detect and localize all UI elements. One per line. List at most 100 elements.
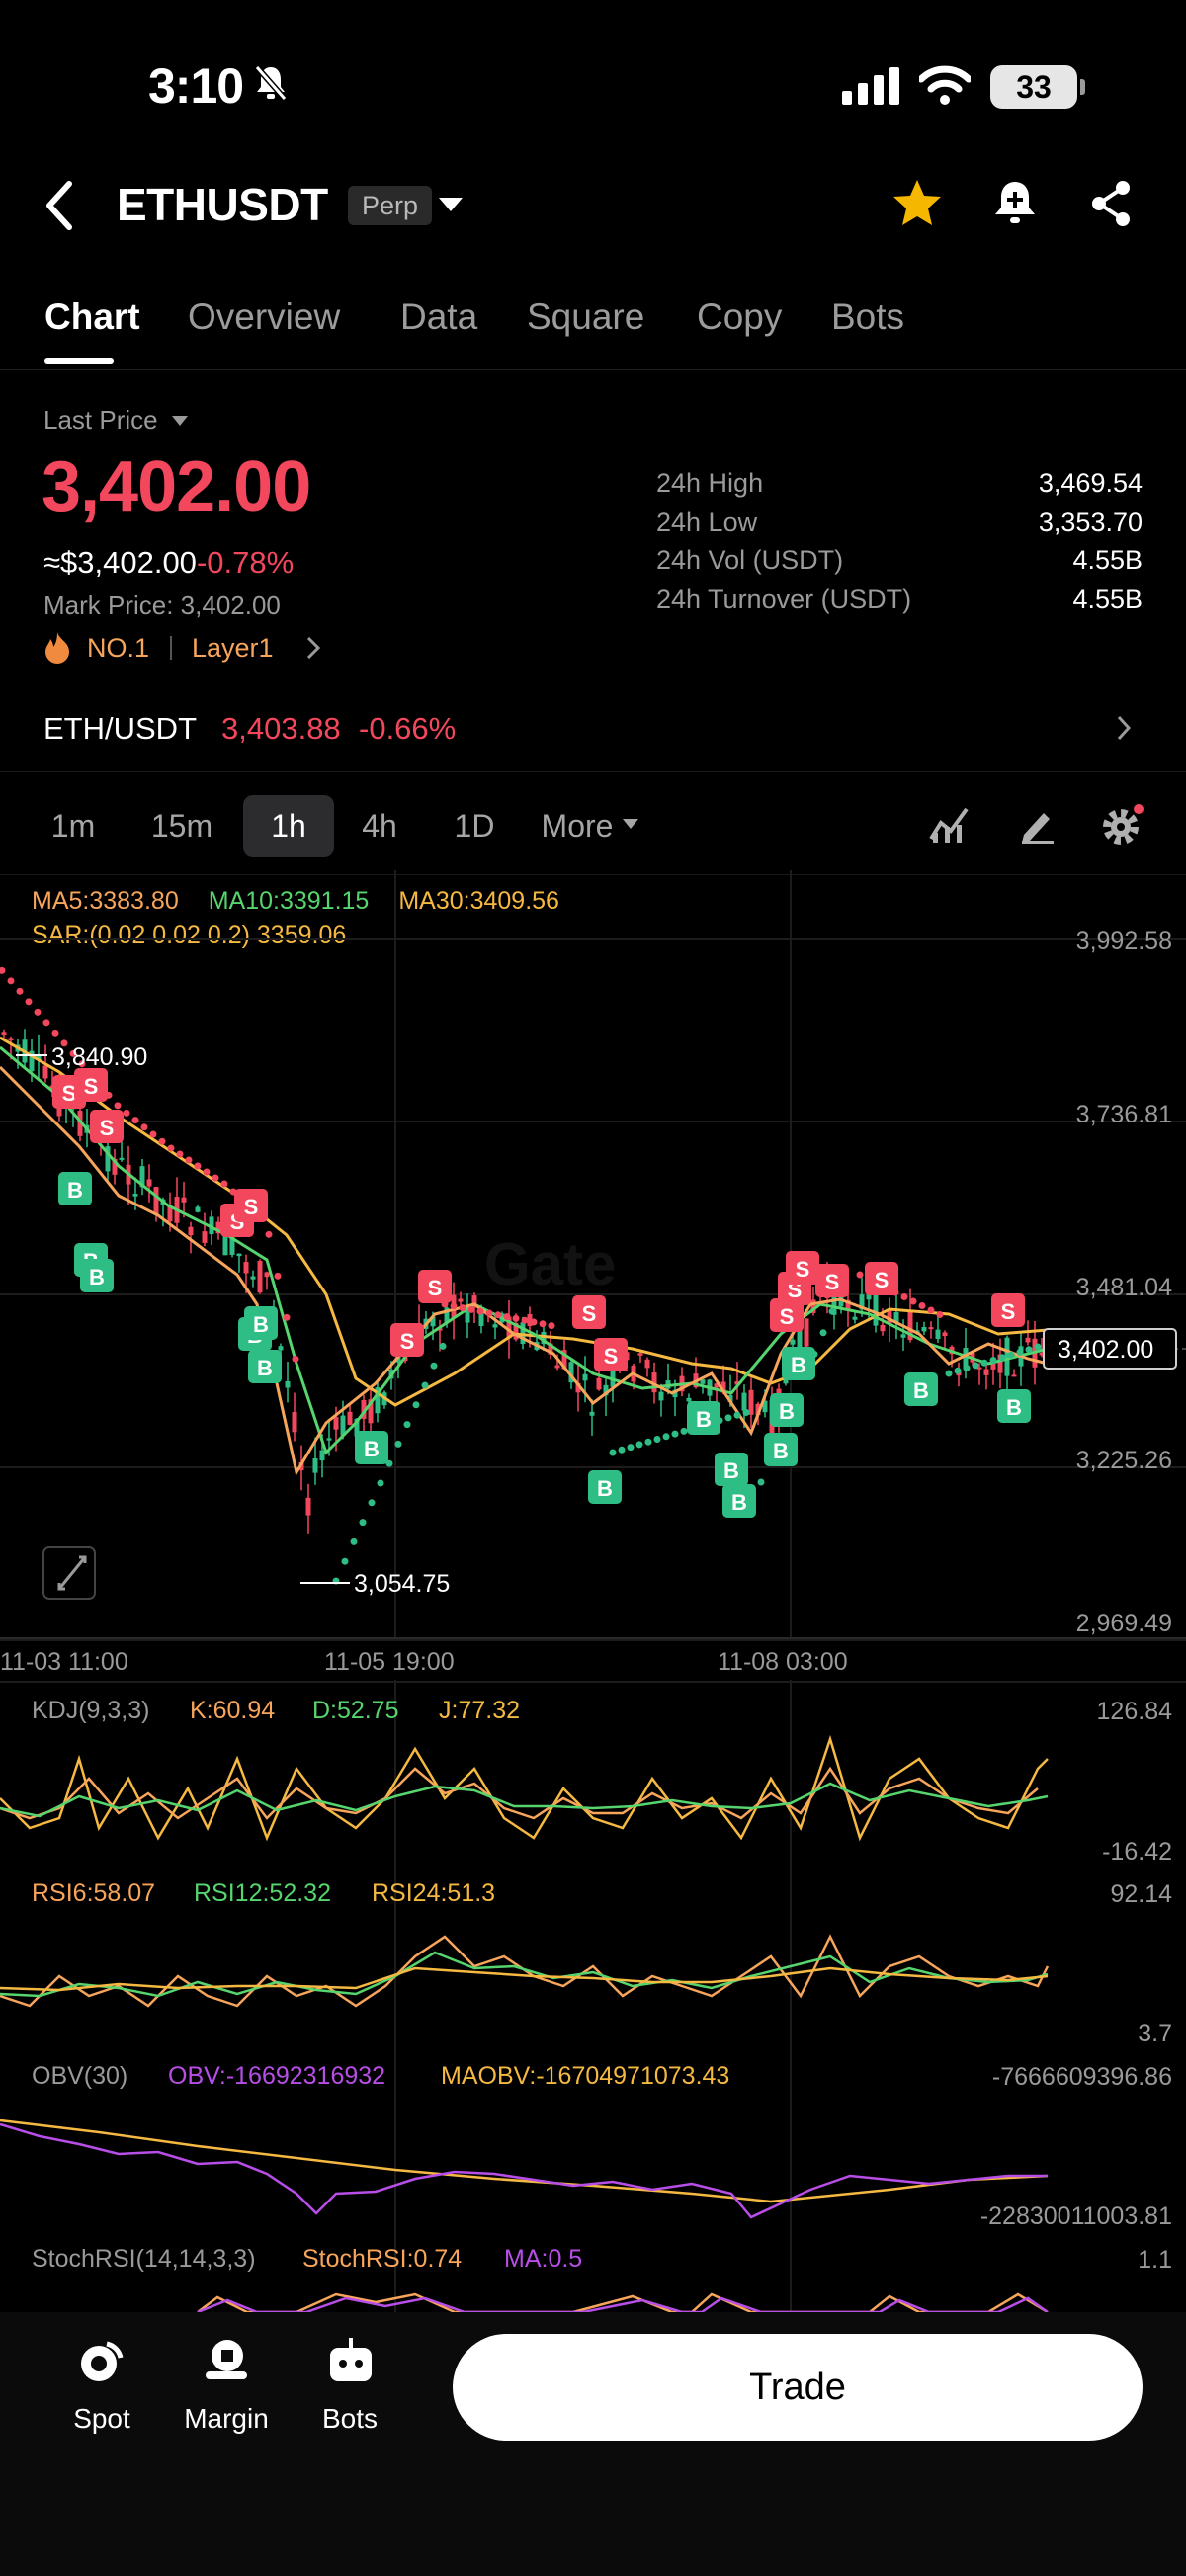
back-icon[interactable]	[42, 180, 77, 231]
candle-body	[893, 1312, 899, 1323]
sar-dot	[377, 1479, 384, 1487]
last-price-label[interactable]: Last Price	[43, 405, 158, 435]
drawing-pen-icon[interactable]	[1018, 805, 1058, 845]
interval-15m[interactable]: 15m	[150, 808, 213, 844]
sar-dot	[521, 1316, 529, 1324]
tab-square[interactable]: Square	[527, 296, 645, 337]
symbol-title[interactable]: ETHUSDT	[117, 179, 328, 230]
svg-text:B: B	[773, 1439, 789, 1463]
buy-marker: B	[715, 1453, 748, 1486]
candle-body	[458, 1298, 464, 1302]
sar-dot	[1007, 1351, 1015, 1359]
sar-dot	[512, 1314, 520, 1322]
sell-marker: S	[418, 1270, 452, 1303]
sar-dot	[149, 1130, 157, 1138]
bots-icon[interactable]	[326, 2338, 376, 2385]
chart-settings-icon[interactable]	[1101, 803, 1144, 847]
interval-more[interactable]: More	[541, 808, 614, 844]
nav-bots-label[interactable]: Bots	[321, 2403, 379, 2434]
nav-margin-label[interactable]: Margin	[184, 2403, 269, 2434]
sar-dot	[203, 1168, 211, 1176]
svg-text:B: B	[597, 1476, 613, 1501]
candle-body	[209, 1216, 214, 1235]
svg-text:S: S	[62, 1081, 77, 1106]
svg-text:B: B	[779, 1399, 795, 1424]
sar-dot	[653, 1436, 661, 1443]
sar-dot	[220, 1180, 228, 1188]
margin-icon[interactable]	[202, 2338, 251, 2385]
candle-body	[437, 1328, 443, 1331]
candle-body	[845, 1299, 851, 1310]
candle-body	[188, 1226, 194, 1236]
tab-bots[interactable]: Bots	[831, 296, 905, 337]
interval-1h[interactable]: 1h	[243, 795, 334, 857]
symbol-dropdown-icon[interactable]	[439, 198, 463, 213]
candle-body	[762, 1400, 768, 1413]
candle-body	[596, 1377, 602, 1390]
obv-title: OBV(30)	[32, 2062, 127, 2090]
candle-body	[942, 1332, 948, 1337]
status-time: 3:10	[148, 58, 244, 114]
candle-body	[361, 1399, 367, 1419]
spot-price-row[interactable]: ETH/USDT 3,403.88 -0.66%	[0, 692, 1186, 767]
rank-tag[interactable]: NO.1	[87, 633, 150, 663]
main-candlestick-chart[interactable]: Gate SSSBBBSSBBBSSBSSBBBBBBBSSSSSBSB 3,8…	[0, 870, 1186, 1858]
favorite-star-icon[interactable]	[891, 178, 943, 227]
stat-24h-turnover-value: 4.55B	[1072, 584, 1143, 614]
sar-dot	[131, 1117, 139, 1124]
candle-body	[575, 1382, 581, 1393]
sar-dot	[350, 1537, 358, 1545]
candle-body	[548, 1343, 553, 1355]
tab-copy[interactable]: Copy	[697, 296, 783, 337]
share-icon[interactable]	[1089, 180, 1133, 227]
indicators-icon[interactable]	[929, 805, 971, 845]
sar-dot	[733, 1411, 741, 1419]
indicator-panels[interactable]: KDJ(9,3,3) K:60.94 D:52.75 J:77.32 126.8…	[0, 1680, 1186, 2312]
interval-1d[interactable]: 1D	[454, 808, 495, 844]
sar-dot	[476, 1307, 484, 1315]
tag-divider	[170, 636, 172, 660]
spot-icon[interactable]	[77, 2338, 125, 2385]
tab-chart[interactable]: Chart	[44, 296, 140, 337]
sell-marker: S	[572, 1295, 606, 1329]
last-price-dropdown-icon[interactable]	[172, 416, 188, 427]
candle-body	[153, 1187, 159, 1214]
candle-body	[264, 1272, 270, 1278]
svg-text:S: S	[400, 1329, 415, 1354]
candle-body	[326, 1438, 332, 1441]
sar-dot	[60, 1039, 68, 1047]
svg-text:S: S	[796, 1257, 810, 1282]
interval-4h[interactable]: 4h	[362, 808, 397, 844]
price-change: -0.78%	[196, 545, 295, 580]
candle-body	[997, 1354, 1003, 1373]
candle-body	[568, 1362, 574, 1383]
price-alert-icon[interactable]	[992, 178, 1038, 229]
sar-dot	[283, 1313, 291, 1321]
candle-body	[146, 1179, 152, 1187]
tags-chevron-right-icon[interactable]	[306, 636, 320, 660]
candle-body	[672, 1389, 678, 1398]
sar-dot	[485, 1309, 493, 1317]
sar-dot	[412, 1401, 420, 1409]
candle-body	[1025, 1337, 1031, 1343]
x-tick-1: 11-03 11:00	[0, 1648, 128, 1676]
nav-spot-label[interactable]: Spot	[73, 2403, 130, 2434]
more-dropdown-icon[interactable]	[623, 819, 638, 830]
sar-dot	[635, 1441, 643, 1449]
rsi-bottom-label: 3.7	[1138, 2020, 1172, 2047]
sar-dot	[945, 1370, 953, 1377]
category-tag[interactable]: Layer1	[192, 633, 274, 663]
rsi-top-label: 92.14	[1110, 1880, 1172, 1908]
sell-marker: S	[815, 1264, 849, 1297]
obv-line	[0, 2122, 1048, 2219]
obv-legend: OBV(30) OBV:-16692316932 MAOBV:-16704971…	[32, 2062, 729, 2090]
stochrsi-title: StochRSI(14,14,3,3)	[32, 2245, 256, 2273]
candle-body	[42, 1065, 48, 1079]
tab-overview[interactable]: Overview	[188, 296, 341, 337]
trade-button[interactable]: Trade	[453, 2334, 1143, 2441]
y-tick-1: 3,992.58	[1076, 927, 1172, 955]
candle-body	[741, 1392, 747, 1411]
buy-marker: B	[722, 1484, 756, 1518]
interval-1m[interactable]: 1m	[50, 808, 96, 844]
tab-data[interactable]: Data	[400, 296, 478, 337]
